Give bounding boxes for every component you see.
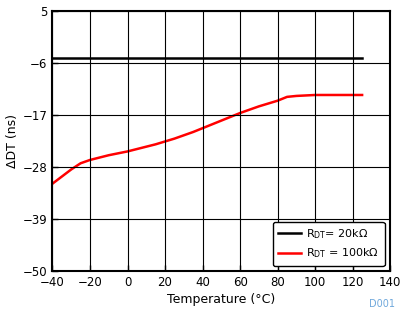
- Text: D001: D001: [369, 299, 395, 309]
- X-axis label: Temperature (°C): Temperature (°C): [167, 294, 276, 306]
- Legend: R$_{\mathregular{DT}}$= 20k$\Omega$, R$_{\mathregular{DT}}$ = 100k$\Omega$: R$_{\mathregular{DT}}$= 20k$\Omega$, R$_…: [273, 222, 385, 266]
- Y-axis label: ΔDT (ns): ΔDT (ns): [6, 114, 19, 168]
